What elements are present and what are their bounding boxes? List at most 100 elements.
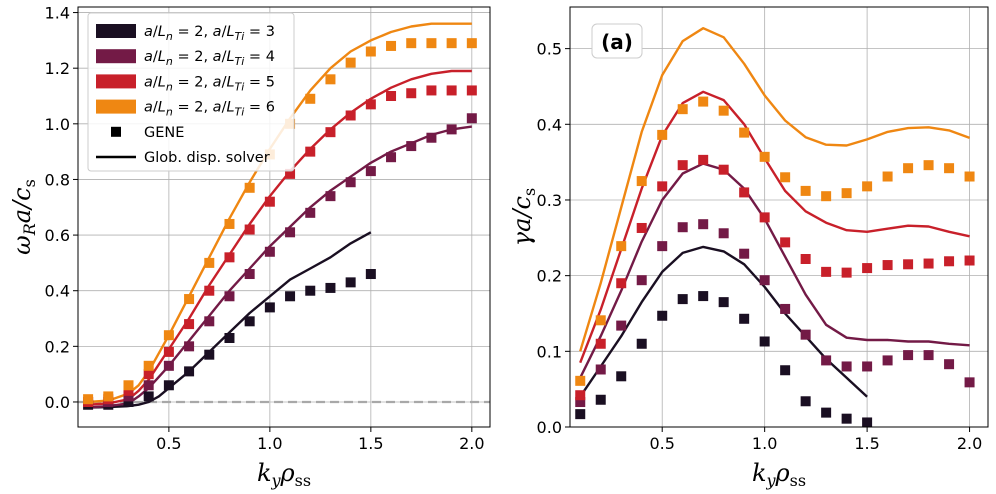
gene-point xyxy=(698,96,709,107)
gene-point xyxy=(466,85,477,96)
legend-entry: Glob. disp. solver xyxy=(96,150,270,166)
legend-box xyxy=(87,12,295,172)
gene-point xyxy=(923,350,934,361)
gene-point xyxy=(944,256,955,267)
x-tick-label: 0.5 xyxy=(649,434,674,453)
y-tick-label: 1.2 xyxy=(45,59,70,78)
gene-point xyxy=(821,407,832,418)
gene-point xyxy=(718,228,729,239)
series-line-2 xyxy=(88,69,472,406)
gene-point xyxy=(657,241,668,252)
gene-point xyxy=(426,132,437,143)
x-tick-label: 1.5 xyxy=(854,434,879,453)
legend-label: Glob. disp. solver xyxy=(144,150,270,166)
gene-point xyxy=(636,176,647,187)
y-axis-label: ωRa/cs xyxy=(8,179,39,255)
gene-point xyxy=(143,360,154,371)
gene-point xyxy=(466,113,477,124)
gene-point xyxy=(123,385,134,396)
gene-point xyxy=(780,172,791,183)
gene-point xyxy=(759,275,770,286)
gene-point xyxy=(224,332,235,343)
legend-swatch xyxy=(96,74,136,89)
gene-point xyxy=(616,278,627,289)
x-tick-label: 1.0 xyxy=(257,434,282,453)
gene-point xyxy=(862,361,873,372)
gene-point xyxy=(224,252,235,263)
y-tick-label: 0.1 xyxy=(537,342,562,361)
gene-point xyxy=(677,294,688,305)
panel-tag-label: (a) xyxy=(601,30,633,54)
gene-point xyxy=(616,241,627,252)
gene-point xyxy=(657,129,668,140)
gene-point xyxy=(944,359,955,370)
gene-point xyxy=(244,224,255,235)
gene-point xyxy=(862,417,873,428)
gene-point xyxy=(244,182,255,193)
gene-point xyxy=(657,310,668,321)
gene-point xyxy=(964,255,975,266)
gene-point xyxy=(345,177,356,188)
gene-point xyxy=(739,313,750,324)
gene-point xyxy=(325,127,336,138)
gene-point xyxy=(677,104,688,115)
gene-point xyxy=(882,260,893,271)
gene-point xyxy=(204,257,215,268)
legend-entry: GENE xyxy=(111,125,184,141)
gene-point xyxy=(184,319,195,330)
gene-point xyxy=(821,266,832,277)
gene-point xyxy=(636,275,647,286)
gene-point xyxy=(841,413,852,424)
x-tick-label: 2.0 xyxy=(459,434,484,453)
gene-point xyxy=(739,248,750,259)
gene-point xyxy=(595,338,606,349)
gene-point xyxy=(882,171,893,182)
gene-point xyxy=(882,355,893,366)
gene-point xyxy=(365,166,376,177)
gene-point xyxy=(636,338,647,349)
gene-point xyxy=(163,330,174,341)
gene-point xyxy=(406,141,417,152)
gene-point xyxy=(698,154,709,165)
gene-point xyxy=(163,380,174,391)
gene-point xyxy=(83,394,94,405)
gene-point xyxy=(123,391,134,402)
gene-point xyxy=(800,185,811,196)
legend-swatch xyxy=(96,99,136,114)
gene-point xyxy=(123,380,134,391)
gene-point xyxy=(264,302,275,313)
y-tick-label: 0.3 xyxy=(537,191,562,210)
gene-point xyxy=(204,285,215,296)
gene-point xyxy=(244,269,255,280)
gene-point xyxy=(923,258,934,269)
gene-point xyxy=(759,212,770,223)
x-tick-label: 2.0 xyxy=(957,434,982,453)
gene-point xyxy=(595,364,606,375)
gene-point xyxy=(718,297,729,308)
gene-point xyxy=(964,171,975,182)
gene-point xyxy=(446,85,457,96)
series-line-3 xyxy=(579,27,971,352)
gene-point xyxy=(285,227,296,238)
gene-point xyxy=(386,91,397,102)
gene-point xyxy=(759,336,770,347)
gene-point xyxy=(800,396,811,407)
gene-point xyxy=(718,105,729,116)
y-tick-label: 0.0 xyxy=(45,393,70,412)
gene-point xyxy=(184,294,195,305)
gene-point xyxy=(575,390,586,401)
gene-point xyxy=(163,346,174,357)
gene-point xyxy=(244,316,255,327)
gene-point xyxy=(325,74,336,85)
legend-label: GENE xyxy=(144,125,184,141)
legend-swatch xyxy=(96,24,136,38)
gene-point xyxy=(204,316,215,327)
legend-swatch xyxy=(96,49,136,64)
legend: a/Ln = 2, a/LTi = 3a/Ln = 2, a/LTi = 4a/… xyxy=(87,12,295,172)
series-line-1 xyxy=(579,162,970,379)
gene-point xyxy=(305,285,316,296)
series-line-1 xyxy=(88,125,472,409)
gene-point xyxy=(780,303,791,314)
gene-point xyxy=(264,246,275,257)
gene-point xyxy=(305,146,316,157)
